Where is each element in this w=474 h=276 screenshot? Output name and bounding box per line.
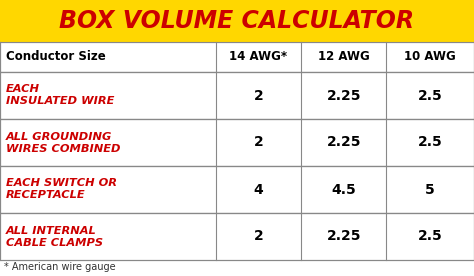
Text: 2: 2 [254, 136, 263, 150]
Text: ALL INTERNAL
CABLE CLAMPS: ALL INTERNAL CABLE CLAMPS [6, 225, 103, 248]
Text: 14 AWG*: 14 AWG* [229, 51, 287, 63]
Bar [0, 213, 474, 260]
Text: 12 AWG: 12 AWG [318, 51, 370, 63]
Text: 2.5: 2.5 [418, 89, 443, 102]
Bar [0, 0, 474, 42]
Text: EACH SWITCH OR
RECEPTACLE: EACH SWITCH OR RECEPTACLE [6, 179, 117, 200]
Bar [0, 72, 474, 119]
Text: 2.25: 2.25 [327, 136, 361, 150]
Text: 4.5: 4.5 [331, 182, 356, 197]
Text: 5: 5 [425, 182, 435, 197]
Bar [0, 42, 474, 72]
Text: EACH
INSULATED WIRE: EACH INSULATED WIRE [6, 84, 114, 107]
Text: BOX VOLUME CALCULATOR: BOX VOLUME CALCULATOR [59, 9, 415, 33]
Text: 2.25: 2.25 [327, 89, 361, 102]
Bar [0, 119, 474, 166]
Text: 2.25: 2.25 [327, 230, 361, 243]
Text: Conductor Size: Conductor Size [6, 51, 106, 63]
Text: 10 AWG: 10 AWG [404, 51, 456, 63]
Text: ALL GROUNDING
WIRES COMBINED: ALL GROUNDING WIRES COMBINED [6, 131, 120, 153]
Text: 4: 4 [254, 182, 263, 197]
Text: 2.5: 2.5 [418, 136, 443, 150]
Text: 2: 2 [254, 89, 263, 102]
Text: 2: 2 [254, 230, 263, 243]
Text: 2.5: 2.5 [418, 230, 443, 243]
Bar [0, 166, 474, 213]
Text: * American wire gauge: * American wire gauge [4, 262, 116, 272]
